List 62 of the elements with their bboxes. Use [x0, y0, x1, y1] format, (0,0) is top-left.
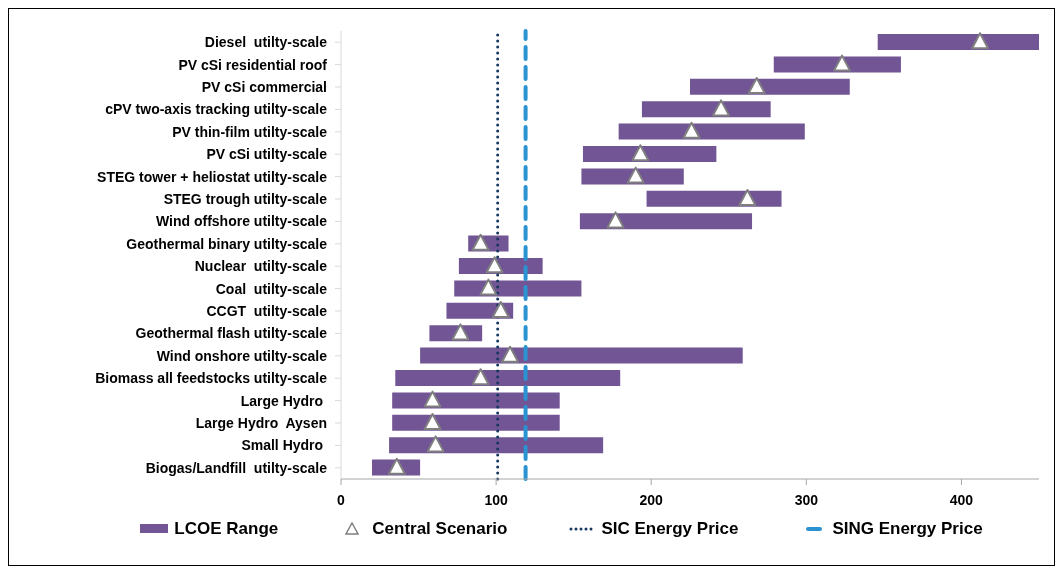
- y-tick-label: PV cSi utilty-scale: [206, 146, 328, 163]
- point: [485, 256, 504, 274]
- x-tick-label: 400: [949, 491, 974, 508]
- point: [471, 233, 490, 251]
- point: [833, 54, 852, 72]
- point: [491, 301, 510, 318]
- point: [631, 144, 650, 162]
- y-tick-label: Large Hydro: [240, 392, 327, 409]
- bar: [877, 34, 1039, 50]
- bar: [389, 437, 604, 454]
- point: [451, 323, 470, 341]
- y-tick-label: Wind offshore utilty-scale: [155, 213, 328, 230]
- bar: [392, 392, 560, 409]
- bar: [392, 414, 560, 431]
- point: [387, 457, 406, 475]
- y-tick-label: STEG tower + heliostat utilty-scale: [97, 168, 328, 185]
- point: [471, 368, 490, 386]
- y-tick-label: Wind onshore utilty-scale: [156, 347, 328, 364]
- y-tick-label: Small Hydro: [241, 437, 327, 454]
- bar: [690, 78, 850, 95]
- point: [747, 77, 766, 94]
- y-tick-label: Large Hydro Aysen: [195, 415, 327, 431]
- y-tick-label: cPV two-axis tracking utilty-scale: [105, 101, 328, 118]
- y-tick-label: PV thin-film utilty-scale: [172, 123, 328, 140]
- point: [682, 121, 701, 139]
- x-tick-label: 100: [484, 491, 508, 508]
- point: [738, 189, 757, 206]
- legend-label: LCOE Range: [174, 519, 279, 539]
- point: [479, 278, 498, 296]
- y-tick-label: PV cSi residential roof: [178, 56, 328, 73]
- bar: [579, 213, 753, 230]
- x-tick-label: 300: [794, 491, 819, 508]
- y-tick-label: STEG trough utilty-scale: [163, 191, 328, 207]
- bar: [618, 123, 805, 140]
- point: [423, 390, 442, 408]
- point: [426, 435, 445, 453]
- bar: [641, 101, 771, 118]
- y-tick-label: Geothermal flash utilty-scale: [135, 325, 328, 342]
- legend-label: SIC Energy Price: [601, 519, 739, 539]
- point: [423, 413, 442, 430]
- y-tick-label: Diesel utilty-scale: [204, 34, 328, 51]
- legend-label: Central Scenario: [372, 519, 508, 539]
- x-tick-label: 200: [639, 491, 664, 508]
- y-tick-label: Geothermal binary utilty-scale: [126, 235, 328, 252]
- y-tick-label: PV cSi commercial: [201, 79, 327, 95]
- y-tick-label: Nuclear utilty-scale: [194, 258, 328, 275]
- bar: [420, 347, 743, 364]
- y-tick-label: Biomass all feedstocks utilty-scale: [95, 370, 328, 387]
- point: [501, 345, 520, 363]
- y-tick-label: Coal utilty-scale: [215, 280, 328, 297]
- point: [971, 32, 990, 50]
- point: [626, 166, 645, 184]
- bar: [395, 370, 621, 386]
- point: [606, 211, 625, 229]
- legend-label: SING Energy Price: [832, 519, 983, 539]
- x-tick-label: 0: [337, 491, 346, 508]
- y-tick-label: CCGT utilty-scale: [206, 303, 328, 319]
- point: [712, 99, 731, 117]
- y-tick-label: Biogas/Landfill utilty-scale: [145, 459, 328, 476]
- bar: [646, 190, 782, 207]
- bar: [582, 146, 717, 162]
- bar: [773, 56, 901, 73]
